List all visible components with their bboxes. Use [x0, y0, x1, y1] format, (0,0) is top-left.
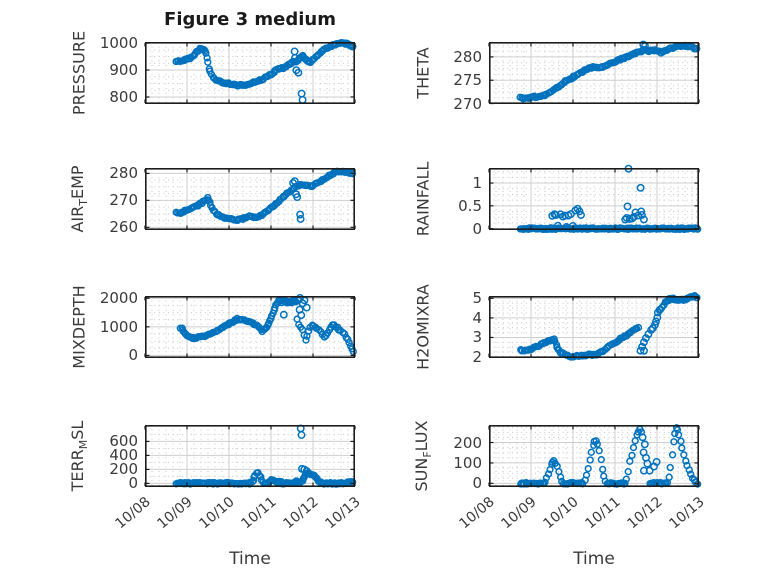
y-tick-label: 2000: [99, 289, 138, 308]
minor-grid: [489, 168, 699, 230]
y-tick-label: 900: [109, 61, 138, 80]
axis-box: [144, 42, 356, 105]
axis-box: [144, 168, 356, 231]
y-tick-label: 270: [453, 94, 482, 113]
y-tick-label: 0: [472, 474, 482, 493]
y-tick-label: 100: [453, 453, 482, 472]
axis-box: [488, 168, 700, 231]
y-tick-label: 2: [472, 348, 482, 367]
minor-grid: [489, 425, 699, 487]
x-tick-label: 10/11: [582, 494, 624, 533]
y-axis-label-H2OMIXRA: H2OMIXRA: [413, 284, 433, 370]
y-tick-label: 280: [109, 164, 138, 183]
axis-box: [144, 425, 356, 488]
x-tick-label: 10/08: [456, 494, 498, 533]
major-grid: [489, 168, 699, 230]
y-axis-label-PRESSURE: PRESSURE: [69, 30, 89, 116]
x-tick-label: 10/09: [498, 494, 540, 533]
y-tick-label: 270: [109, 191, 138, 210]
y-tick-label: 0: [128, 474, 138, 493]
x-tick-label: 10/13: [322, 494, 364, 533]
axis-box: [488, 42, 700, 105]
x-tick-label: 10/12: [280, 494, 322, 533]
y-tick-label: 1000: [99, 34, 138, 53]
y-tick-label: 800: [109, 87, 138, 106]
minor-grid: [145, 425, 355, 487]
major-grid: [145, 42, 355, 104]
axis-box: [488, 296, 700, 359]
y-tick-label: 260: [109, 218, 138, 237]
data-markers: [176, 293, 357, 356]
plot-MIXDEPTH: [144, 293, 357, 359]
x-tick-label: 10/09: [154, 494, 196, 533]
axis-box: [144, 296, 356, 359]
y-axis-label-TERR_MSL: TERRMSL: [68, 420, 90, 492]
plot-PRESSURE: [144, 38, 357, 105]
major-grid: [145, 168, 355, 230]
x-tick-label: 10/11: [238, 494, 280, 533]
x-tick-label: 10/13: [666, 494, 708, 533]
x-axis-label-right: Time: [573, 549, 615, 569]
x-tick-label: 10/10: [540, 494, 582, 533]
y-axis-label-MIXDEPTH: MIXDEPTH: [69, 285, 89, 369]
figure-title: Figure 3 medium: [164, 9, 336, 30]
y-tick-label: 200: [109, 460, 138, 479]
x-tick-label: 10/10: [196, 494, 238, 533]
x-axis-label-left: Time: [229, 549, 271, 569]
y-tick-label: 0.5: [458, 196, 482, 215]
plot-AIR_TEMP: [144, 167, 357, 231]
major-grid: [489, 296, 699, 358]
data-markers: [516, 40, 701, 103]
plot-H2OMIXRA: [488, 292, 701, 361]
y-tick-label: 1: [472, 174, 482, 193]
y-tick-label: 200: [453, 433, 482, 452]
y-tick-label: 5: [472, 289, 482, 308]
plot-TERR_MSL: [144, 424, 357, 488]
y-tick-label: 275: [453, 71, 482, 90]
plot-SUN_FLUX: [488, 424, 702, 488]
axis-box: [488, 425, 700, 488]
y-axis-label-RAINFALL: RAINFALL: [413, 161, 433, 237]
plot-THETA: [488, 40, 701, 105]
x-tick-label: 10/08: [112, 494, 154, 533]
plot-RAINFALL: [488, 164, 702, 234]
y-tick-label: 4: [472, 308, 482, 327]
y-tick-label: 400: [109, 446, 138, 465]
y-axis-label-THETA: THETA: [413, 47, 433, 99]
x-tick-label: 10/12: [624, 494, 666, 533]
y-tick-label: 1000: [99, 317, 138, 336]
y-tick-label: 280: [453, 47, 482, 66]
y-axis-label-SUN_FLUX: SUNFLUX: [412, 420, 434, 492]
y-tick-label: 0: [472, 219, 482, 238]
y-tick-label: 3: [472, 328, 482, 347]
y-axis-label-AIR_TEMP: AIRTEMP: [68, 165, 90, 233]
y-tick-label: 0: [128, 346, 138, 365]
y-tick-label: 600: [109, 432, 138, 451]
